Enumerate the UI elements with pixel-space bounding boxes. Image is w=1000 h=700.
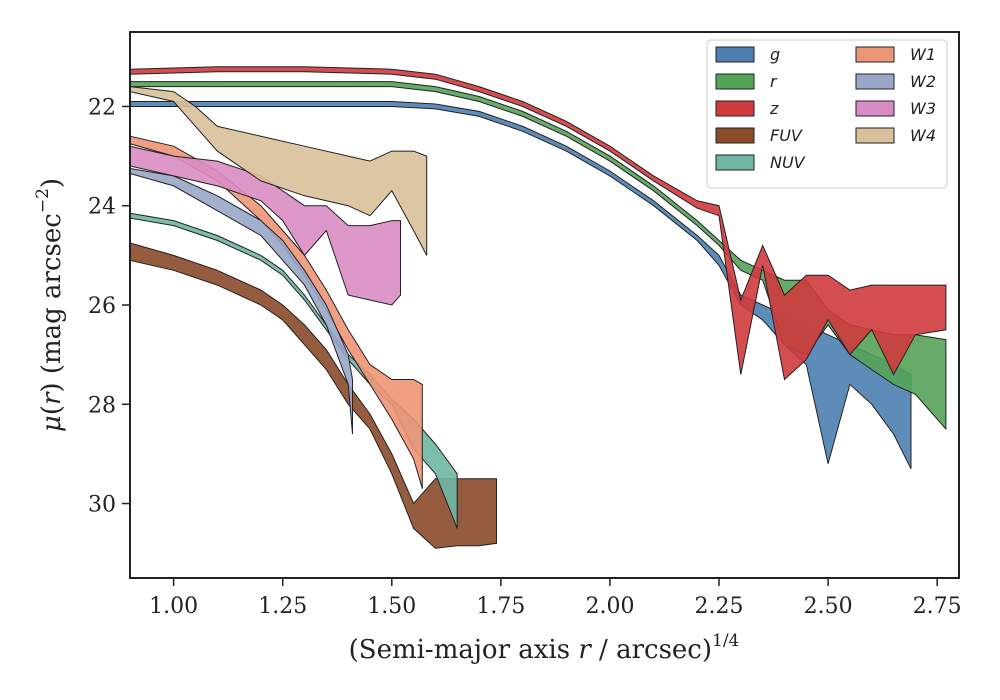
- legend-label-g: g: [770, 45, 780, 64]
- series-band-r: [129, 81, 947, 431]
- x-tick-label: 1.75: [476, 594, 525, 619]
- legend-label-r: r: [770, 72, 778, 91]
- x-tick-label: 1.50: [367, 594, 416, 619]
- x-axis-ticks: 1.00 1.25 1.50 1.75 2.00 2.25 2.50 2.75: [149, 578, 962, 619]
- x-axis-label: (Semi-major axis r / arcsec)1/4: [349, 631, 740, 665]
- series-band-g: [129, 101, 912, 470]
- y-tick-label: 22: [88, 95, 116, 120]
- legend-label-w1: W1: [910, 45, 936, 64]
- legend: grz FUV NUV W1 W2 W3 W4: [706, 39, 948, 189]
- x-tick-label: 2.25: [695, 594, 744, 619]
- series-band-w2: [129, 167, 353, 435]
- legend-label-w3: W3: [910, 99, 936, 118]
- legend-label-z: z: [769, 99, 779, 118]
- legend-label-w2: W2: [910, 72, 936, 91]
- y-axis-label: μ(r) (mag arcsec−2): [33, 178, 67, 432]
- series-band-w4: [129, 86, 428, 256]
- x-tick-label: 2.75: [913, 594, 962, 619]
- legend-swatch-w3: [855, 100, 895, 117]
- x-tick-label: 2.00: [585, 594, 634, 619]
- x-tick-label: 1.00: [149, 594, 198, 619]
- y-axis-ticks: 22 24 26 28 30: [88, 95, 130, 518]
- series-band-fuv: [129, 242, 497, 549]
- y-tick-label: 28: [88, 393, 116, 418]
- x-tick-label: 1.25: [258, 594, 307, 619]
- y-tick-label: 26: [88, 294, 116, 319]
- y-tick-label: 30: [88, 493, 116, 518]
- legend-label-fuv: FUV: [770, 126, 803, 145]
- legend-swatch-nuv: [715, 154, 755, 171]
- legend-label-nuv: NUV: [770, 153, 806, 172]
- legend-swatch-r: [715, 73, 755, 90]
- legend-swatch-fuv: [715, 127, 755, 144]
- plot-area: [129, 66, 947, 549]
- y-tick-label: 24: [88, 195, 116, 220]
- legend-label-w4: W4: [910, 126, 936, 145]
- series-band-z: [129, 66, 947, 381]
- series-band-nuv: [129, 212, 458, 529]
- legend-swatch-g: [715, 46, 755, 63]
- x-tick-label: 2.50: [804, 594, 853, 619]
- legend-swatch-w4: [855, 127, 895, 144]
- legend-swatch-w1: [855, 46, 895, 63]
- legend-swatch-z: [715, 100, 755, 117]
- legend-swatch-w2: [855, 73, 895, 90]
